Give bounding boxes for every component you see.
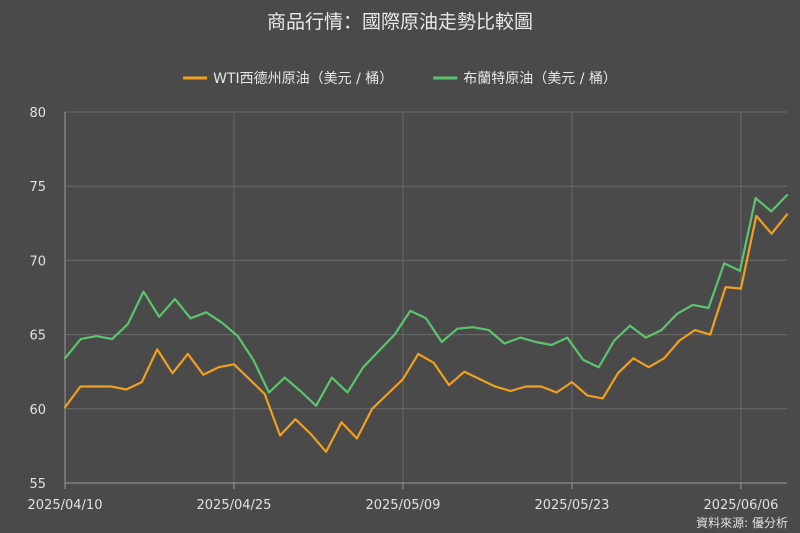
legend-label-1[interactable]: WTI西德州原油（美元 / 桶） (213, 71, 393, 87)
chart-title: 商品行情：國際原油走勢比較圖 (267, 11, 533, 33)
series-line-1[interactable] (63, 213, 789, 453)
source-note: 資料來源: 優分析 (696, 516, 788, 530)
y-tick-label-75: 75 (29, 180, 46, 195)
y-tick-label-55: 55 (29, 477, 46, 492)
series-line-2[interactable] (63, 194, 789, 407)
x-tick-label-3: 2025/05/09 (365, 498, 440, 513)
x-tick-label-1: 2025/04/10 (28, 498, 103, 513)
y-tick-label-60: 60 (29, 403, 46, 418)
y-tick-label-70: 70 (29, 254, 46, 269)
y-tick-label-80: 80 (29, 106, 46, 121)
x-tick-label-5: 2025/06/06 (703, 498, 778, 513)
x-tick-label-2: 2025/04/25 (197, 498, 272, 513)
legend-label-2[interactable]: 布蘭特原油（美元 / 桶） (463, 71, 617, 87)
y-tick-label-65: 65 (29, 329, 46, 344)
x-tick-label-4: 2025/05/23 (534, 498, 609, 513)
